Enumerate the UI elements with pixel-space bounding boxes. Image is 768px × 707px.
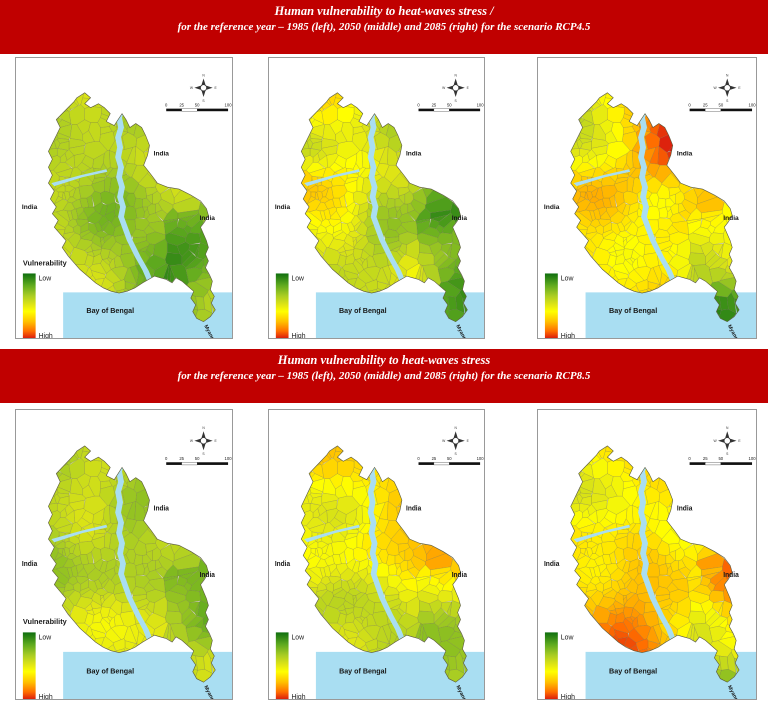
svg-text:Bay of Bengal: Bay of Bengal <box>339 306 387 315</box>
svg-text:50: 50 <box>447 456 452 461</box>
svg-text:100: 100 <box>225 456 232 461</box>
svg-text:Low: Low <box>39 275 52 282</box>
svg-text:Low: Low <box>291 634 304 641</box>
svg-text:India: India <box>154 505 170 512</box>
svg-text:India: India <box>275 204 291 211</box>
svg-text:50: 50 <box>447 102 452 107</box>
svg-text:High: High <box>561 694 575 699</box>
svg-text:High: High <box>39 333 53 338</box>
svg-text:India: India <box>452 215 468 222</box>
svg-text:25: 25 <box>179 456 184 461</box>
svg-text:India: India <box>723 572 739 579</box>
svg-text:Bay of Bengal: Bay of Bengal <box>86 306 134 315</box>
svg-text:High: High <box>291 333 305 338</box>
svg-text:India: India <box>200 572 216 579</box>
svg-text:Bay of Bengal: Bay of Bengal <box>86 666 134 675</box>
svg-text:50: 50 <box>195 102 200 107</box>
svg-text:Vulnerability: Vulnerability <box>23 258 68 267</box>
svg-text:100: 100 <box>225 102 232 107</box>
svg-text:25: 25 <box>703 456 708 461</box>
svg-text:Vulnerability: Vulnerability <box>23 617 68 626</box>
svg-text:India: India <box>452 572 468 579</box>
svg-text:100: 100 <box>477 102 484 107</box>
svg-text:India: India <box>22 561 38 568</box>
svg-text:India: India <box>406 505 422 512</box>
svg-text:High: High <box>39 694 53 699</box>
svg-text:High: High <box>291 694 305 699</box>
svg-text:Low: Low <box>291 275 304 282</box>
svg-text:India: India <box>200 215 216 222</box>
svg-text:India: India <box>544 204 560 211</box>
svg-text:India: India <box>406 150 422 157</box>
svg-text:50: 50 <box>195 456 200 461</box>
svg-text:Low: Low <box>39 634 53 641</box>
svg-text:50: 50 <box>718 456 723 461</box>
svg-text:25: 25 <box>432 456 437 461</box>
svg-text:25: 25 <box>179 102 184 107</box>
svg-text:Low: Low <box>561 275 575 282</box>
svg-text:India: India <box>275 561 291 568</box>
svg-text:High: High <box>561 333 575 338</box>
svg-text:India: India <box>154 150 170 157</box>
svg-text:India: India <box>544 561 560 568</box>
svg-text:Bay of Bengal: Bay of Bengal <box>609 306 657 315</box>
svg-text:100: 100 <box>748 102 756 107</box>
svg-text:Low: Low <box>561 634 575 641</box>
svg-text:100: 100 <box>477 456 484 461</box>
svg-text:Bay of Bengal: Bay of Bengal <box>609 666 657 675</box>
svg-text:India: India <box>677 150 693 157</box>
svg-text:25: 25 <box>703 102 708 107</box>
svg-text:India: India <box>723 215 739 222</box>
svg-text:100: 100 <box>748 456 756 461</box>
svg-text:25: 25 <box>432 102 437 107</box>
svg-text:Bay of Bengal: Bay of Bengal <box>339 666 386 675</box>
svg-text:India: India <box>22 204 38 211</box>
svg-text:India: India <box>677 505 693 512</box>
svg-text:50: 50 <box>718 102 723 107</box>
